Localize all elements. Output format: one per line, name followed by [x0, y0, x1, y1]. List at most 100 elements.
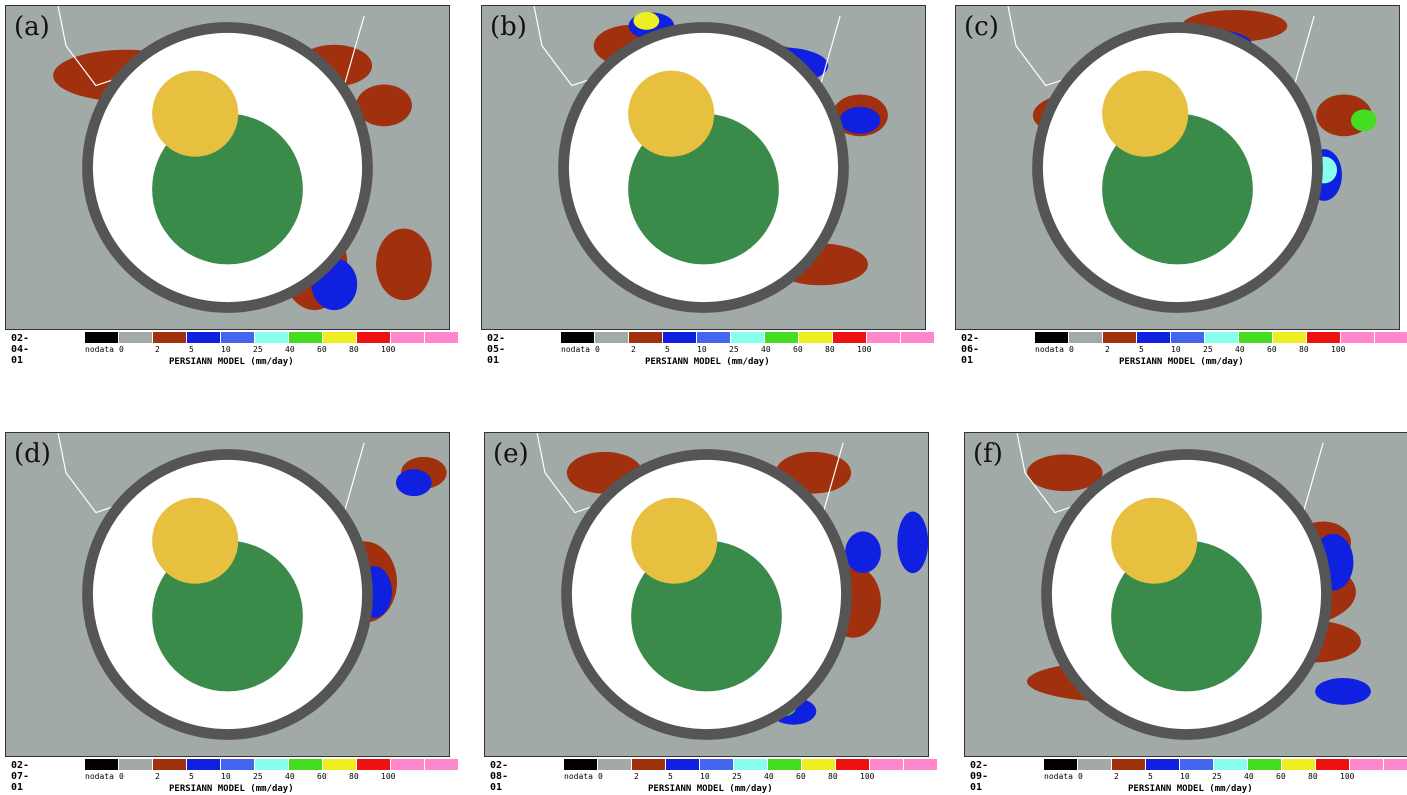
colorbar-ticks: nodata 0 2 5 10 25 40 60 80 100 — [1044, 772, 1407, 782]
rain-area — [376, 228, 432, 301]
colorbar-tick-label: 40 — [1235, 345, 1245, 354]
colorbar-tick-label: 25 — [732, 772, 742, 781]
colorbar-swatch — [734, 759, 768, 770]
persiann-logo-icon — [1032, 22, 1323, 313]
colorbar-title: PERSIANN MODEL (mm/day) — [169, 357, 294, 367]
colorbar-swatch — [765, 332, 799, 343]
colorbar-tick-label: 40 — [764, 772, 774, 781]
colorbar-swatch — [255, 332, 289, 343]
colorbar-swatch — [323, 332, 357, 343]
colorbar-tick-label: 5 — [1139, 345, 1144, 354]
colorbar-swatch — [221, 332, 255, 343]
colorbar-swatch — [221, 759, 255, 770]
colorbar-tick-label: 40 — [285, 772, 295, 781]
colorbar-swatch — [1035, 332, 1069, 343]
colorbar-swatch — [632, 759, 666, 770]
colorbar — [561, 332, 935, 344]
colorbar-swatch — [799, 332, 833, 343]
colorbar-swatch — [119, 332, 153, 343]
colorbar-swatch — [700, 759, 734, 770]
colorbar-swatch — [1180, 759, 1214, 770]
colorbar-swatch — [768, 759, 802, 770]
rain-area — [839, 106, 881, 134]
colorbar-swatch — [85, 332, 119, 343]
date-label: 02-09-01 — [970, 760, 989, 793]
colorbar-title: PERSIANN MODEL (mm/day) — [1119, 357, 1244, 367]
colorbar-swatch — [867, 332, 901, 343]
colorbar-swatch — [1316, 759, 1350, 770]
colorbar-tick-label: 2 — [634, 772, 639, 781]
colorbar-tick-label: 40 — [285, 345, 295, 354]
date-label: 02-08-01 — [490, 760, 509, 793]
colorbar — [1044, 759, 1407, 771]
colorbar-tick-label: 60 — [793, 345, 803, 354]
panel-label: (f) — [973, 439, 1003, 469]
persiann-logo-icon — [558, 22, 849, 313]
colorbar-swatch — [187, 332, 221, 343]
colorbar-swatch — [1078, 759, 1112, 770]
colorbar-tick-label: 100 — [1340, 772, 1355, 781]
panel-label: (e) — [493, 439, 529, 469]
colorbar-tick-label: nodata — [561, 345, 590, 354]
rainfall-map: (b) — [481, 5, 926, 330]
persiann-logo-icon — [82, 449, 373, 740]
colorbar-tick-label: 100 — [857, 345, 872, 354]
colorbar-tick-label: 0 — [1078, 772, 1083, 781]
colorbar-swatch — [391, 759, 425, 770]
colorbar-tick-label: 0 — [598, 772, 603, 781]
colorbar-swatch — [595, 332, 629, 343]
colorbar-tick-label: 60 — [796, 772, 806, 781]
colorbar-swatch — [697, 332, 731, 343]
rain-area — [1350, 109, 1377, 132]
panel-label: (b) — [490, 12, 527, 42]
colorbar-tick-label: 25 — [1203, 345, 1213, 354]
colorbar-tick-label: 80 — [349, 772, 359, 781]
colorbar-tick-label: 5 — [1148, 772, 1153, 781]
colorbar — [564, 759, 938, 771]
rainfall-map: (c) — [955, 5, 1400, 330]
date-label: 02-05-01 — [487, 333, 506, 366]
colorbar-tick-label: 2 — [1105, 345, 1110, 354]
colorbar-swatch — [85, 759, 119, 770]
colorbar-tick-label: 25 — [729, 345, 739, 354]
panel-label: (a) — [14, 12, 50, 42]
colorbar-swatch — [1171, 332, 1205, 343]
colorbar-tick-label: nodata — [85, 345, 114, 354]
colorbar-title: PERSIANN MODEL (mm/day) — [1128, 784, 1253, 794]
colorbar-swatch — [904, 759, 938, 770]
colorbar-title: PERSIANN MODEL (mm/day) — [169, 784, 294, 794]
colorbar — [85, 759, 459, 771]
colorbar-swatch — [357, 332, 391, 343]
colorbar-tick-label: 100 — [860, 772, 875, 781]
colorbar-swatch — [119, 759, 153, 770]
colorbar-tick-label: 0 — [1069, 345, 1074, 354]
colorbar-swatch — [1044, 759, 1078, 770]
persiann-logo-icon — [82, 22, 373, 313]
colorbar-swatch — [1307, 332, 1341, 343]
colorbar-swatch — [1350, 759, 1384, 770]
rain-area — [1026, 454, 1103, 492]
colorbar-tick-label: 10 — [221, 345, 231, 354]
colorbar-ticks: nodata 0 2 5 10 25 40 60 80 100 — [564, 772, 960, 782]
colorbar-swatch — [561, 332, 595, 343]
colorbar-tick-label: 25 — [253, 772, 263, 781]
date-label: 02-04-01 — [11, 333, 30, 366]
colorbar-swatch — [629, 332, 663, 343]
colorbar-tick-label: 2 — [631, 345, 636, 354]
colorbar — [1035, 332, 1407, 344]
colorbar-tick-label: 80 — [825, 345, 835, 354]
colorbar-swatch — [153, 759, 187, 770]
colorbar-swatch — [1341, 332, 1375, 343]
colorbar-swatch — [802, 759, 836, 770]
colorbar-tick-label: 60 — [317, 345, 327, 354]
rain-area — [897, 511, 928, 574]
rainfall-map: (d) — [5, 432, 450, 757]
colorbar-swatch — [666, 759, 700, 770]
colorbar-swatch — [1103, 332, 1137, 343]
colorbar-swatch — [901, 332, 935, 343]
colorbar-tick-label: 2 — [155, 772, 160, 781]
colorbar-swatch — [1282, 759, 1316, 770]
colorbar-swatch — [870, 759, 904, 770]
rainfall-map: (e) — [484, 432, 929, 757]
colorbar-tick-label: 10 — [1171, 345, 1181, 354]
